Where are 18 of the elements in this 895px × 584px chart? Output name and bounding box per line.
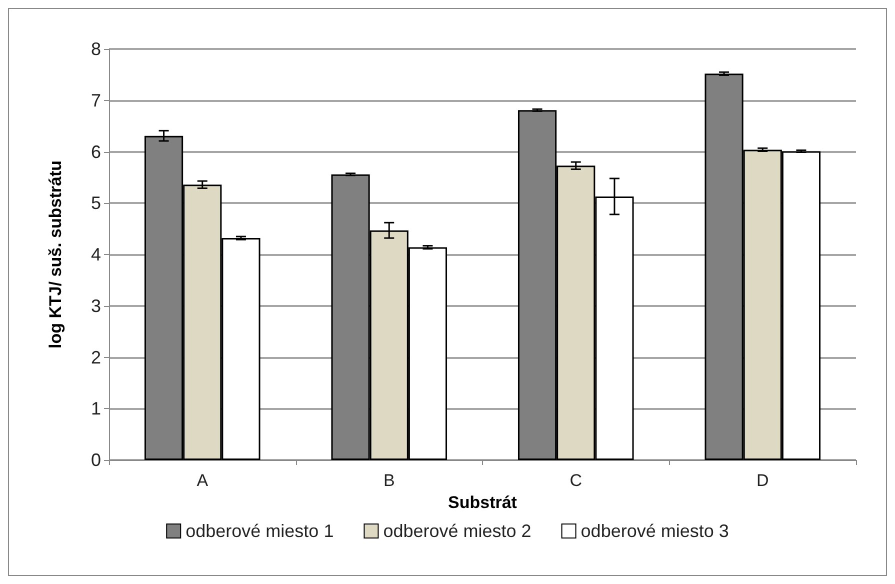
y-tick-label: 3	[90, 296, 101, 316]
x-tick-label: A	[196, 471, 209, 490]
y-tick-label: 7	[90, 90, 101, 110]
x-tick-label: B	[383, 471, 395, 490]
y-tick-label: 2	[90, 347, 101, 368]
y-tick-label: 1	[90, 398, 101, 419]
y-axis-title: log KTJ/ suš. substrátu	[46, 160, 65, 348]
y-tick-label: 5	[90, 193, 101, 214]
x-tick-label: D	[756, 471, 769, 490]
legend-label: odberové miesto 1	[186, 521, 334, 541]
y-tick-label: 8	[90, 39, 101, 59]
x-tick-label: C	[570, 471, 582, 490]
x-axis-title: Substrát	[448, 492, 518, 512]
y-tick-label: 4	[90, 244, 101, 264]
legend-label: odberové miesto 2	[383, 521, 532, 541]
legend-label: odberové miesto 3	[580, 521, 729, 541]
y-tick-label: 0	[90, 450, 101, 470]
y-tick-label: 6	[90, 142, 101, 162]
